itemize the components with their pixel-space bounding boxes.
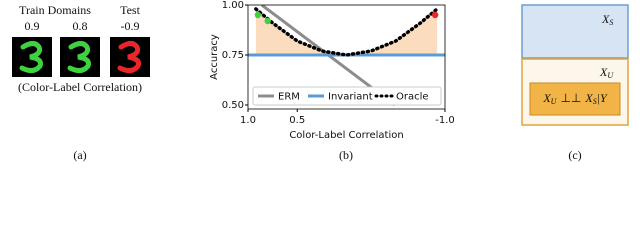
independence-box [529,82,621,116]
digit-stroke [19,41,43,74]
figure: Train Domains Test 0.9 0.8 -0.9 (Color-L… [12,0,629,162]
correlation: 0.8 [73,19,88,33]
x-tick-label: 0.5 [289,115,305,126]
digit-stroke [67,41,91,74]
subscript: U [551,97,558,106]
condition: |Y [597,91,608,105]
xs-label: XS [601,12,613,27]
panel-label: (b) [339,148,353,162]
plot-frame [247,4,446,110]
chart: 0.50 0.75 1.00 1.0 0.5 -1.0 Accuracy Color-Labe… [209,0,455,141]
xs-box [521,4,629,59]
subscript: U [607,71,614,80]
subscript: S [609,18,613,27]
y-axis-label: Accuracy [209,34,220,80]
y-tick-label: 0.50 [222,100,244,111]
panel-a-caption: (Color-Label Correlation) [18,80,142,94]
var: X [599,65,608,79]
xu-label: XU [599,65,614,80]
correlation: -0.9 [121,19,140,33]
subscript: S [593,97,597,106]
legend-label: ERM [278,92,300,103]
train-header: Train Domains [19,3,91,17]
y-tick-label: 1.00 [222,0,244,11]
domain-point [254,11,262,19]
digit-images [12,37,150,77]
symbol: ⊥⊥ [560,91,581,105]
legend-box [252,86,442,106]
test-header: Test [120,3,140,17]
var: X [601,12,610,26]
digit-stroke [117,41,141,74]
y-tick-label: 0.75 [222,50,244,61]
x-tick-label: -1.0 [435,115,455,126]
x-axis-label: Color-Label Correlation [289,130,403,141]
x-tick-label: 1.0 [240,115,256,126]
correlation: 0.9 [25,19,40,33]
independence-label: XU ⊥⊥ XS|Y [542,91,608,106]
domain-point [264,17,271,25]
panel-label: (a) [73,148,86,162]
panel-label: (c) [568,148,581,162]
var: X [542,91,551,105]
domain-point [431,11,439,19]
legend-label: Invariant [328,92,373,103]
series-line [254,7,439,57]
legend-label: Oracle [396,92,429,103]
var: X [584,91,593,105]
